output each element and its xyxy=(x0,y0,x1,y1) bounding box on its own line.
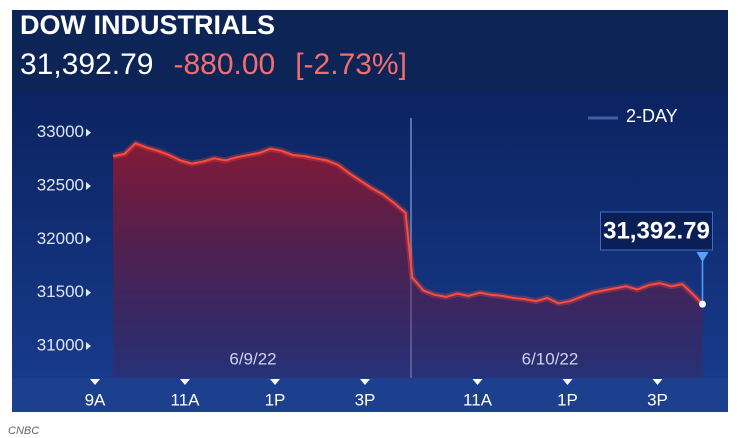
callout-arrow xyxy=(696,252,709,262)
x-tick-label: 3P xyxy=(355,390,376,409)
last-point xyxy=(699,300,706,308)
x-tick xyxy=(360,379,370,385)
y-tick xyxy=(86,182,91,190)
change: -880.00 xyxy=(173,48,275,81)
callout-box xyxy=(600,211,713,251)
x-tick-label: 11A xyxy=(171,390,201,409)
line xyxy=(112,142,704,305)
x-tick xyxy=(180,379,190,385)
date-label: 6/9/22 xyxy=(229,349,276,368)
date-label: 6/10/22 xyxy=(522,349,579,368)
y-tick xyxy=(86,288,91,297)
title: DOW INDUSTRIALS xyxy=(20,10,275,40)
x-tick xyxy=(90,379,100,385)
area xyxy=(113,143,703,378)
marks xyxy=(112,139,705,378)
x-tick xyxy=(472,379,483,385)
x-tick-label: 1P xyxy=(557,390,578,409)
source: CNBC xyxy=(8,425,39,437)
header-bg xyxy=(12,10,728,90)
x-tick-label: 1P xyxy=(265,390,286,409)
x-tick xyxy=(270,379,280,385)
y-tick-label: 32000 xyxy=(37,229,84,248)
last-price: 31,392.79 xyxy=(20,48,153,81)
x-tick-label: 3P xyxy=(647,390,668,409)
change-percent: [-2.73%] xyxy=(295,48,407,81)
legend-label: 2-DAY xyxy=(626,106,678,126)
x-axis-bar xyxy=(12,378,728,412)
y-tick-label: 33000 xyxy=(37,122,84,141)
x-tick-label: 11A xyxy=(463,390,493,409)
y-tick xyxy=(86,235,91,244)
y-tick-label: 31500 xyxy=(37,282,84,301)
callout-label: 31,392.79 xyxy=(603,217,710,244)
y-tick-label: 32500 xyxy=(37,175,84,194)
x-tick xyxy=(652,379,663,385)
y-tick xyxy=(86,342,91,350)
y-tick xyxy=(86,128,91,137)
x-tick-label: 9A xyxy=(85,390,106,409)
x-tick xyxy=(562,379,573,385)
y-tick-label: 31000 xyxy=(37,335,84,354)
